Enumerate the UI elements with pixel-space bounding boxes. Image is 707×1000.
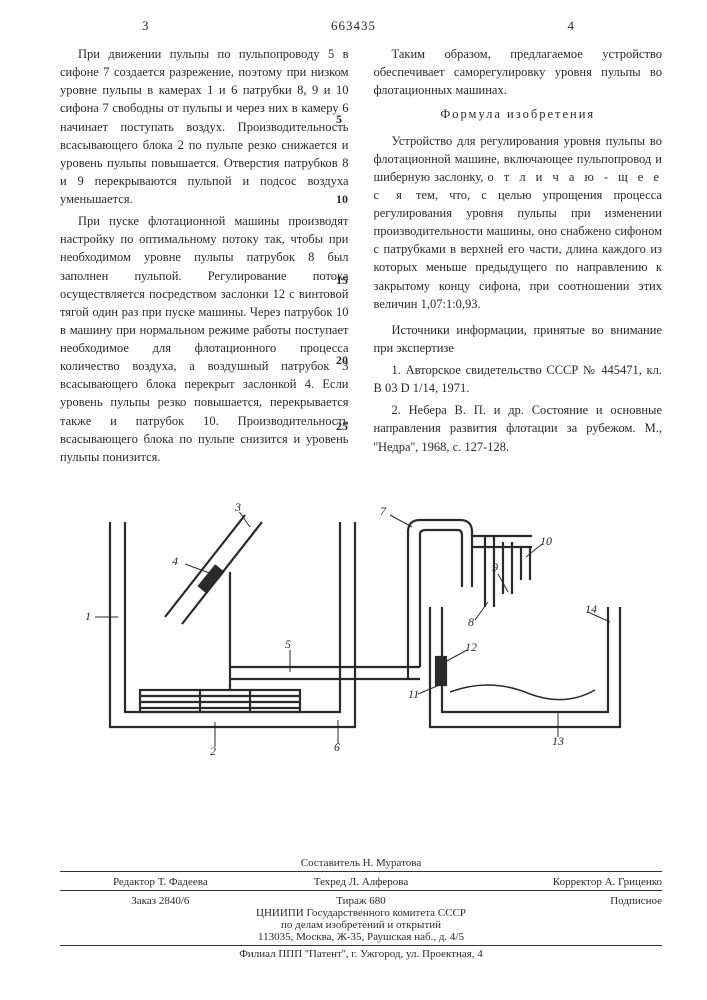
footer-compiler: Составитель Н. Муратова	[60, 857, 662, 869]
footer-addr: 113035, Москва, Ж-35, Раушская наб., д. …	[60, 931, 662, 943]
diagram-label-11: 11	[408, 687, 419, 702]
diagram-label-10: 10	[540, 534, 552, 549]
diagram-label-14: 14	[585, 602, 597, 617]
diagram-label-8: 8	[468, 615, 474, 630]
source-2: 2. Небера В. П. и др. Состояние и основн…	[374, 401, 663, 455]
page-num-right: 4	[568, 18, 575, 34]
diagram-label-9: 9	[492, 560, 498, 575]
diagram-label-3: 3	[235, 500, 241, 515]
diagram-label-4: 4	[172, 554, 178, 569]
document-number: 663435	[331, 18, 376, 34]
diagram-label-13: 13	[552, 734, 564, 749]
footer-org1: ЦНИИПИ Государственного комитета СССР	[60, 907, 662, 919]
footer-editor: Редактор Т. Фадеева	[60, 876, 261, 888]
footer-order: Заказ 2840/6	[60, 895, 261, 907]
technical-diagram: 1 2 3 4 5 6 7 8 9 10 11 12 13 14	[90, 512, 630, 772]
left-para-1: При движении пульпы по пульпопроводу 5 в…	[60, 45, 349, 208]
right-column: Таким образом, предлагаемое устройство о…	[374, 45, 663, 470]
diagram-label-6: 6	[334, 740, 340, 755]
formula-title: Формула изобретения	[374, 105, 663, 123]
diagram-label-7: 7	[380, 504, 386, 519]
source-1: 1. Авторское свидетельство СССР № 445471…	[374, 361, 663, 397]
footer-subscription: Подписное	[461, 895, 662, 907]
diagram-label-12: 12	[465, 640, 477, 655]
right-para-1: Таким образом, предлагаемое устройство о…	[374, 45, 663, 99]
footer-block: Составитель Н. Муратова Редактор Т. Фаде…	[60, 857, 662, 960]
claim-part-c: тем, что, с целью упрощения процесса рег…	[374, 188, 663, 311]
footer-org2: по делам изобретений и открытий	[60, 919, 662, 931]
footer-branch: Филиал ППП ''Патент'', г. Ужгород, ул. П…	[60, 948, 662, 960]
left-para-2: При пуске флотационной машины производят…	[60, 212, 349, 466]
left-column: При движении пульпы по пульпопроводу 5 в…	[60, 45, 349, 470]
footer-techred: Техред Л. Алферова	[261, 876, 462, 888]
footer-circulation: Тираж 680	[261, 895, 462, 907]
footer-corrector: Корректор А. Гриценко	[461, 876, 662, 888]
diagram-label-5: 5	[285, 637, 291, 652]
text-columns: При движении пульпы по пульпопроводу 5 в…	[60, 45, 662, 470]
claim-para: Устройство для регулирования уровня пуль…	[374, 132, 663, 313]
diagram-label-1: 1	[85, 609, 91, 624]
page-num-left: 3	[142, 18, 149, 34]
diagram-label-2: 2	[210, 744, 216, 759]
sources-title: Источники информации, принятые во вниман…	[374, 321, 663, 357]
